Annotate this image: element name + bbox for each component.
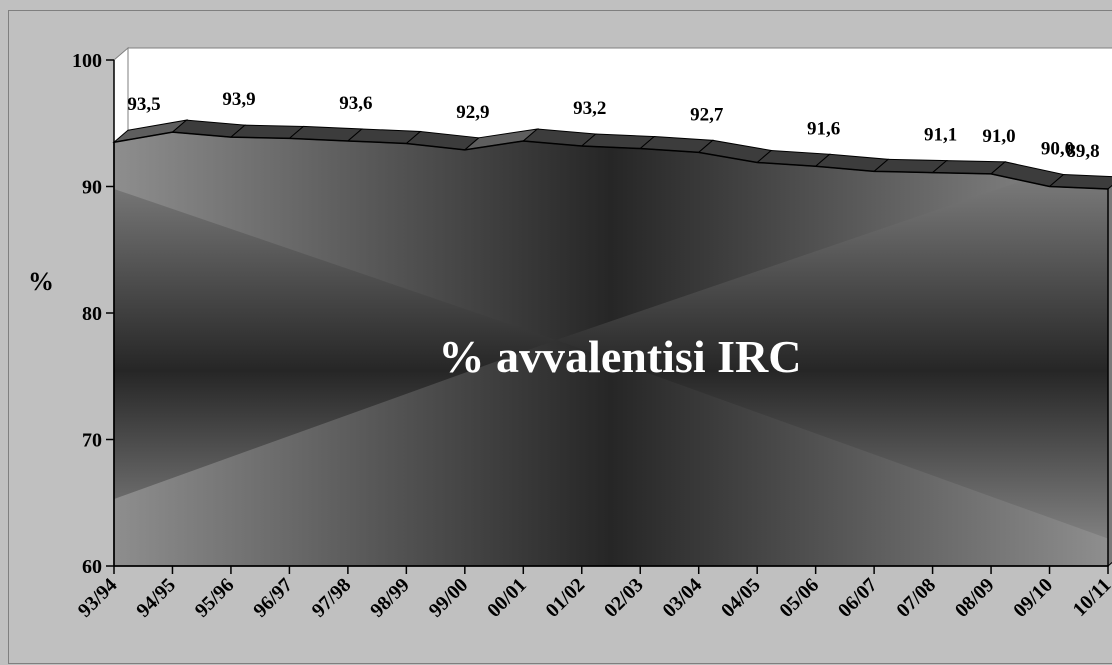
- x-tick-label: 09/10: [1009, 574, 1057, 622]
- data-label: 91,1: [924, 125, 957, 146]
- area-series: [112, 119, 1112, 568]
- y-axis-ticks: 60 70 80 90 100: [72, 50, 114, 578]
- x-tick-label: 97/98: [308, 574, 356, 622]
- x-tick-label: 02/03: [600, 574, 648, 622]
- data-label: 93,5: [127, 94, 160, 115]
- y-tick-label: 100: [72, 50, 102, 72]
- chart-title: % avvalentisi IRC: [439, 331, 802, 382]
- x-tick-label: 01/02: [542, 574, 590, 622]
- x-tick-label: 04/05: [717, 574, 765, 622]
- data-label: 92,9: [456, 102, 489, 123]
- data-labels: 93,5 93,9 93,6 92,9 93,2 92,7 91,6 91,1 91,0 90,0…: [127, 89, 1099, 162]
- data-label: 93,6: [339, 93, 372, 114]
- y-tick-label: 70: [82, 430, 102, 452]
- data-label: 91,6: [807, 118, 840, 139]
- x-tick-label: 95/96: [191, 574, 239, 622]
- x-tick-label: 93/94: [74, 574, 122, 622]
- y-axis-title: %: [28, 267, 54, 296]
- x-tick-label: 94/95: [132, 574, 180, 622]
- area-top-ridge: [112, 119, 1112, 568]
- data-label: 90,0: [1041, 139, 1074, 160]
- data-label: 91,0: [982, 126, 1015, 147]
- x-tick-label: 10/11: [1069, 574, 1112, 621]
- x-tick-label: 00/01: [483, 574, 531, 622]
- x-tick-label: 06/07: [834, 574, 882, 622]
- x-tick-label: 96/97: [249, 574, 297, 622]
- x-tick-label: 08/09: [951, 574, 999, 622]
- data-label: 92,7: [690, 104, 724, 125]
- x-axis-ticks: 93/94 94/95 95/96 96/97 97/98 98/99 99/00 00/01…: [74, 566, 1112, 622]
- area-fill-shade: [114, 132, 1108, 567]
- data-label: 89,8: [1066, 141, 1099, 162]
- x-tick-label: 99/00: [425, 574, 473, 622]
- data-label: 93,2: [573, 98, 606, 119]
- y-tick-label: 90: [82, 177, 102, 199]
- x-tick-label: 03/04: [658, 574, 706, 622]
- data-label: 93,9: [222, 89, 255, 110]
- y-tick-label: 60: [82, 556, 102, 578]
- x-tick-label: 05/06: [775, 574, 823, 622]
- y-tick-label: 80: [82, 303, 102, 325]
- area-outline: [113, 131, 1109, 567]
- x-tick-label: 98/99: [366, 574, 414, 622]
- x-tick-label: 07/08: [892, 574, 940, 622]
